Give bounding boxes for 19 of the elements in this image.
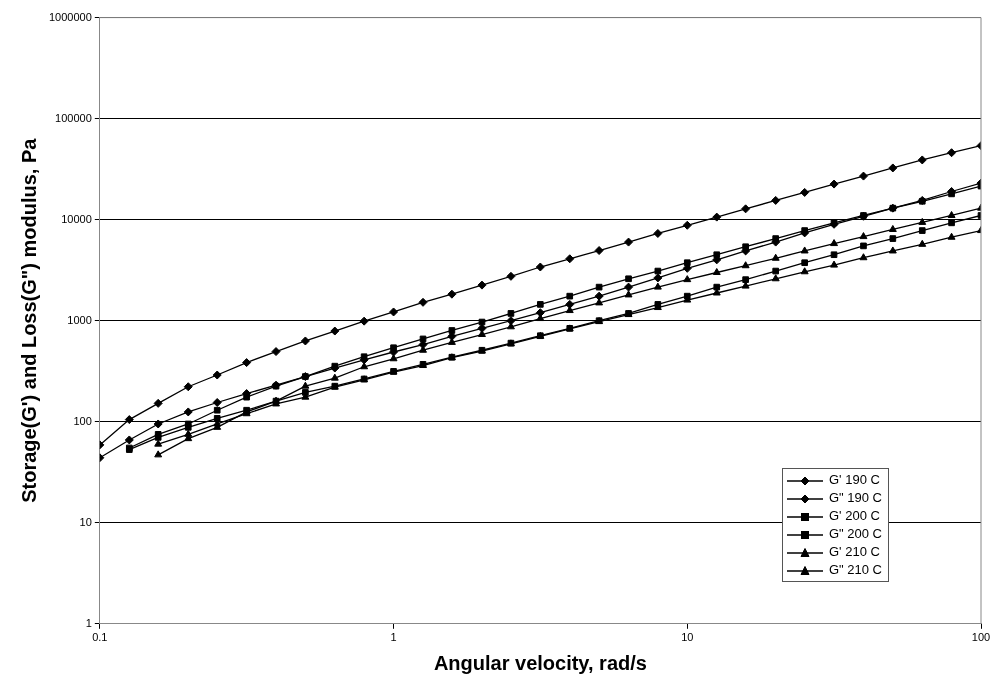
legend-label: G' 210 C — [828, 544, 880, 559]
x-tick-label: 100 — [971, 631, 991, 644]
x-tick-label: 0.1 — [92, 631, 108, 644]
legend-label: G' 200 C — [828, 508, 880, 523]
y-tick-label: 10000 — [61, 212, 92, 225]
y-tick-label: 1000000 — [49, 10, 92, 23]
y-tick-label: 1000 — [67, 313, 92, 326]
x-tick-label: 1 — [390, 631, 397, 644]
legend-label: G' 190 C — [828, 472, 880, 487]
y-axis-title: Storage(G') and Loss(G") modulus, Pa — [17, 137, 40, 503]
legend-label: G" 200 C — [828, 526, 882, 541]
y-tick-label: 100 — [73, 414, 92, 427]
y-tick-label: 1 — [85, 616, 92, 629]
y-tick-label: 10 — [79, 515, 92, 528]
x-axis-title: Angular velocity, rad/s — [433, 651, 647, 674]
legend-label: G" 210 C — [828, 562, 882, 577]
legend-label: G" 190 C — [828, 490, 882, 505]
y-tick-label: 100000 — [55, 111, 92, 124]
x-tick-label: 10 — [681, 631, 694, 644]
